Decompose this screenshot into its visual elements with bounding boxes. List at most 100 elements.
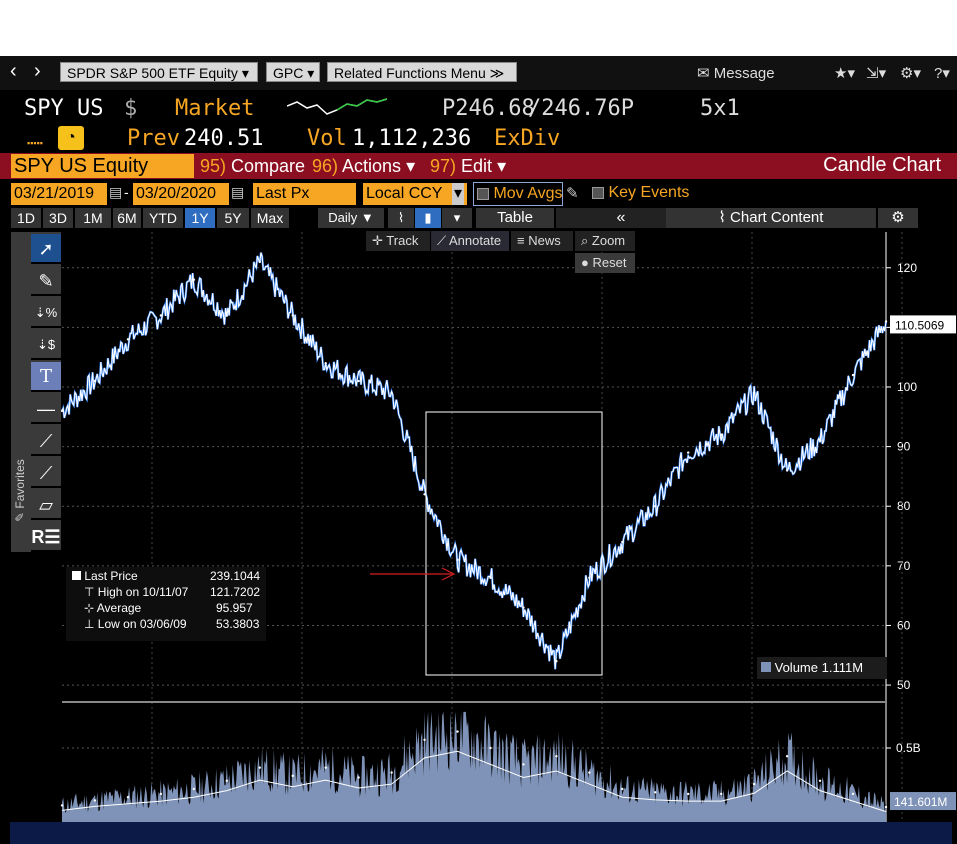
legend-last-label: Last Price [84,569,138,583]
volume-legend[interactable]: Volume 1.111M [757,657,887,679]
related-functions-dropdown[interactable]: Related Functions Menu ≫ [327,62,517,82]
pencil-icon[interactable]: ✎ [566,185,579,202]
legend-last[interactable]: Last Price [72,569,138,583]
reset-icon: ● [581,255,589,270]
output-icon[interactable]: ⇲▾ [866,65,887,82]
text-tool-icon[interactable]: T [31,362,61,392]
gpc-label: GPC [273,65,304,81]
compare-button[interactable]: 95) Compare [200,154,306,178]
track-button[interactable]: ✛ Track [366,231,430,251]
volume-label: Volume [774,660,818,675]
market-label: Market [175,96,255,121]
favorites-label[interactable]: ✎ Favorites [13,459,27,522]
legend-high-label: ⊤ High on 10/11/07 [84,585,189,599]
start-date-field[interactable]: 03/21/2019 [11,183,107,205]
percent-arrow-icon[interactable]: ⇣% [31,298,61,328]
price-point [555,660,558,663]
price-point [785,469,789,472]
legend-avg-label: ⊹ Average [84,601,142,615]
reset-button[interactable]: ● Reset [575,253,635,273]
nav-bar: ‹ › SPDR S&P 500 ETF Equity ▾ GPC ▾ Rela… [0,56,957,90]
channel-icon[interactable]: ▱ [31,490,61,520]
field-selector[interactable]: Last Px [253,183,356,205]
volume-point [654,791,657,794]
calendar-icon[interactable]: ▤ [109,184,123,200]
dollar-arrow-icon[interactable]: ⇣$ [31,330,61,360]
chart-content-label: Chart Content [730,209,824,226]
mov-avgs-toggle[interactable]: Mov Avgs [473,182,563,206]
message-button[interactable]: ✉ Message [697,64,775,82]
period-button-3d[interactable]: 3D [43,208,73,228]
back-arrow-icon[interactable]: ‹ [10,60,17,82]
volume-point [720,792,723,796]
line-chart-icon[interactable]: ⌇ [388,208,414,228]
dots-icon: ▪▪▪▪▪ [27,138,43,148]
pen-icon[interactable]: ✎ [31,266,61,296]
trend-line-icon[interactable]: ⟋ [31,426,61,456]
actions-button[interactable]: 96) Actions ▾ [312,154,424,178]
price-point [522,606,525,609]
pointer-icon[interactable]: ➚ [31,234,61,264]
calendar-icon[interactable]: ▤ [231,184,245,200]
period-button-1d[interactable]: 1D [11,208,41,228]
volume-point [192,787,196,791]
end-date-field[interactable]: 03/20/2020 [133,183,229,205]
magnifier-icon: ⌕ [581,233,589,248]
regression-icon[interactable]: R☰ [31,522,61,552]
volume-value: 1.111M [821,660,864,675]
checkbox-icon [477,187,489,200]
volume-point [752,782,756,786]
news-icon: ≡ [517,233,525,248]
horizontal-line-icon[interactable]: — [31,394,61,424]
volume-point [291,774,294,778]
gpc-dropdown[interactable]: GPC ▾ [266,62,320,82]
table-button[interactable]: Table [476,208,554,228]
collapse-icon[interactable]: « [556,208,686,228]
chart-content-button[interactable]: ⌇ Chart Content [666,208,876,228]
security-dropdown[interactable]: SPDR S&P 500 ETF Equity ▾ [60,62,258,82]
price-point [159,314,163,317]
period-button-ytd[interactable]: YTD [143,208,183,228]
prev-value: 240.51 [184,126,264,151]
period-button-max[interactable]: Max [251,208,289,228]
edit-button[interactable]: 97) Edit ▾ [430,154,514,178]
chart-type-title: Candle Chart [823,154,941,176]
frequency-dropdown[interactable]: Daily ▼ [318,208,384,228]
chart-style-dropdown[interactable]: ▾ [442,208,472,228]
period-button-1y[interactable]: 1Y [185,208,215,228]
price-series-line [61,252,887,670]
ray-line-icon[interactable]: ⟋ [31,458,61,488]
bottom-bar [10,822,952,844]
gear-icon[interactable]: ⚙ [878,208,918,228]
volume-flag-box [890,792,956,811]
candle-chart-icon[interactable]: ▮ [415,208,441,228]
zoom-button[interactable]: ⌕ Zoom [575,231,635,251]
favorites-text: Favorites [13,459,27,509]
volume-tick-label: 0.5B [896,741,921,755]
security-field[interactable]: SPY US Equity [11,154,194,178]
forward-arrow-icon[interactable]: › [34,60,41,82]
price-tick-label: 90 [897,440,911,454]
currency-selector[interactable]: Local CCY ▾ [363,183,467,205]
currency: $ [124,96,138,121]
period-button-1m[interactable]: 1M [75,208,111,228]
gauge-icon[interactable]: ◔ [58,126,84,150]
annotation-rectangle[interactable] [425,411,603,676]
period-button-6m[interactable]: 6M [113,208,141,228]
key-events-toggle[interactable]: Key Events [592,184,689,202]
ccy-label: Local CCY [366,185,443,202]
chart-content-icon: ⌇ [718,209,726,226]
price-tick-label: 80 [897,499,911,513]
price-point [818,439,822,442]
price-chart[interactable]: 1201101009080706050110.50690.5B0141.601M… [0,232,957,844]
annotate-button[interactable]: ⟋ Annotate [431,231,509,251]
period-button-5y[interactable]: 5Y [217,208,249,228]
bid-ask-size: 5x1 [700,96,740,121]
help-icon[interactable]: ?▾ [934,65,950,82]
news-label: News [528,233,561,248]
volume-point [785,755,789,758]
news-button[interactable]: ≡ News [511,231,573,251]
favorites-star-icon[interactable]: ★▾ [834,65,855,82]
settings-gear-icon[interactable]: ⚙▾ [900,65,921,82]
arrow-head-icon [441,567,456,581]
